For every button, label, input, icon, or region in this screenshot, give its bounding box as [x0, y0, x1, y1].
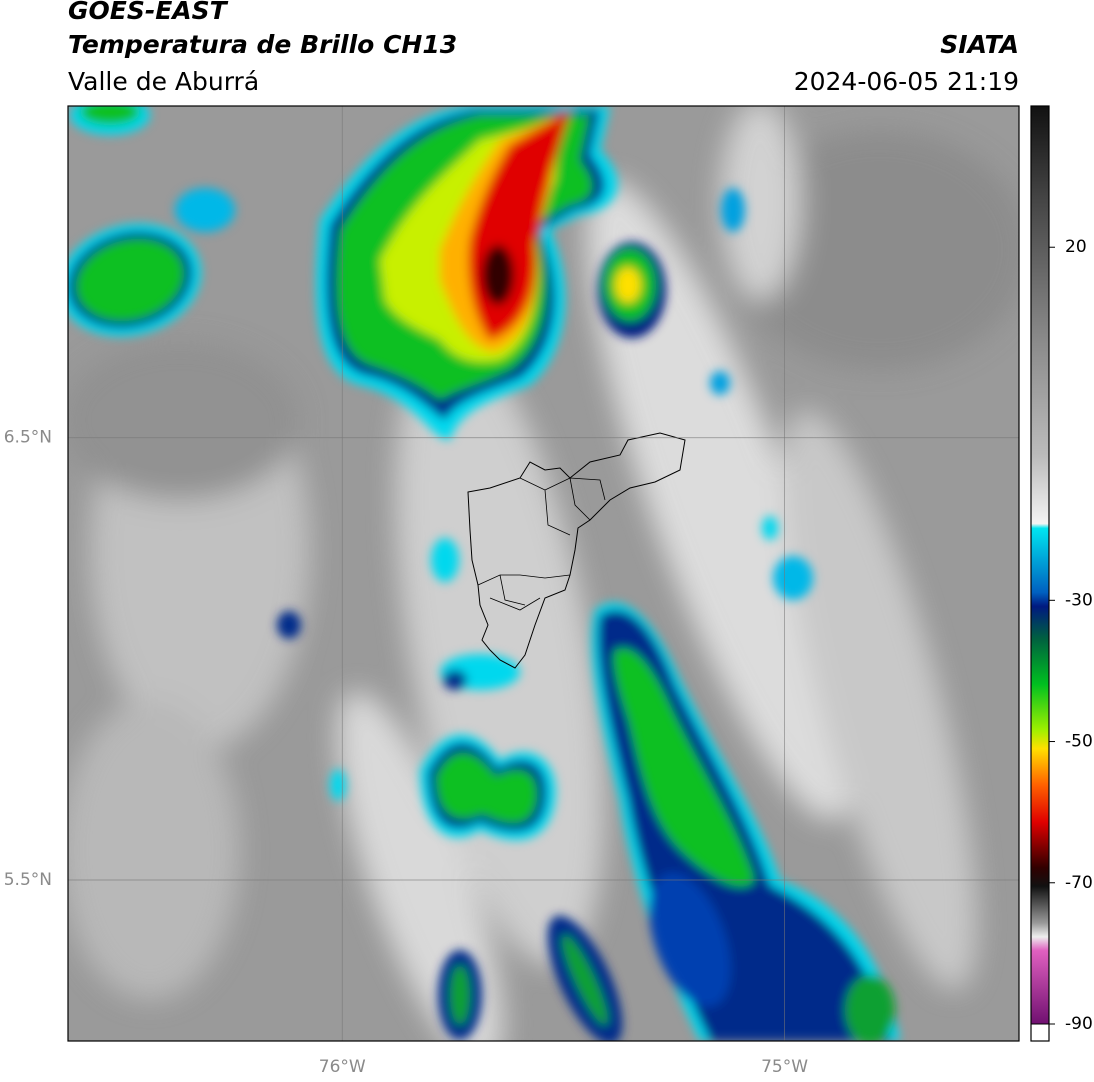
colorbar-tick-label: -90 [1065, 1014, 1093, 1034]
title: GOES-EAST [68, 0, 229, 25]
lon-tick-label: 76°W [319, 1057, 366, 1077]
colorbar [1031, 106, 1049, 1024]
colorbar-tick-label: 20 [1065, 237, 1087, 257]
region: Valle de Aburrá [68, 67, 259, 96]
colorbar-extension [1030, 1023, 1050, 1042]
region-boundary [467, 432, 686, 669]
colorbar-frame [1030, 105, 1050, 1042]
colorbar-tick-label: -50 [1065, 732, 1093, 752]
graticule [68, 106, 1019, 1041]
colorbar-tick-label: -30 [1065, 590, 1093, 610]
lon-tick-label: 75°W [761, 1057, 808, 1077]
datetime: 2024-06-05 21:19 [794, 67, 1019, 96]
subtitle: Temperatura de Brillo CH13 [68, 30, 457, 59]
map-frame [67, 105, 1020, 1042]
lat-tick-label: 5.5°N [4, 870, 52, 890]
municipal-boundaries [477, 477, 606, 611]
imagery [68, 106, 1019, 1041]
source: SIATA [940, 30, 1019, 59]
colorbar-tick-label: -70 [1065, 873, 1093, 893]
lat-tick-label: 6.5°N [4, 428, 52, 448]
